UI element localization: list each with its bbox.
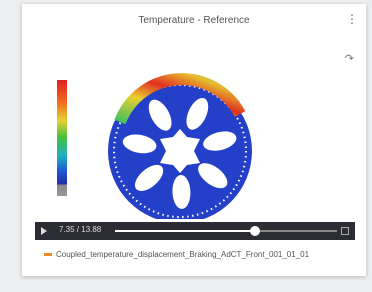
legend: Coupled_temperature_displacement_Braking… (44, 250, 309, 259)
seek-knob[interactable] (250, 226, 260, 236)
seek-bar[interactable] (115, 230, 337, 232)
color-bar (57, 80, 67, 196)
seek-progress (115, 230, 255, 232)
video-player: 7.35 / 13.88 (35, 222, 355, 240)
legend-swatch (44, 253, 52, 256)
page: {"header": {"title": "Temperature - Refe… (0, 0, 372, 292)
time-display: 7.35 / 13.88 (59, 225, 101, 234)
viewer-card: Temperature - Reference ⋮ ↷ (22, 4, 366, 276)
render-view (22, 4, 366, 219)
fullscreen-button[interactable] (341, 227, 349, 235)
play-button[interactable] (41, 227, 47, 235)
legend-label: Coupled_temperature_displacement_Braking… (56, 250, 309, 259)
brake-disc (108, 79, 252, 219)
